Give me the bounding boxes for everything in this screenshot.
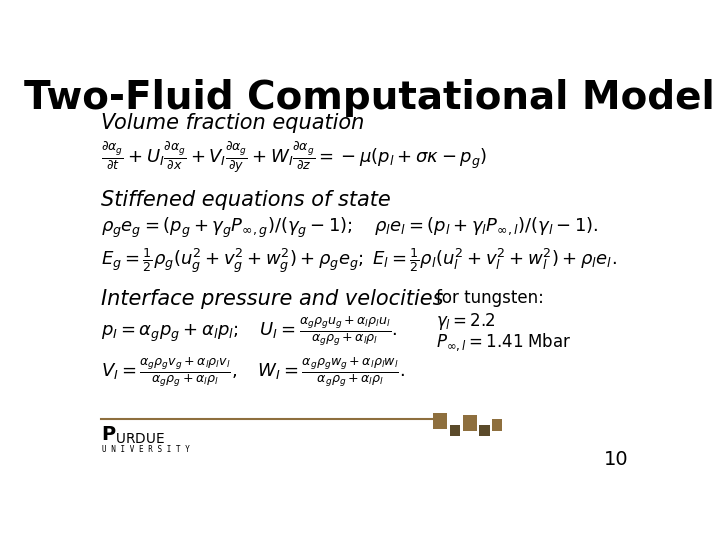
Text: for tungsten:: for tungsten: xyxy=(436,288,544,307)
Bar xyxy=(463,415,477,431)
Text: $p_I = \alpha_g p_g + \alpha_l p_l;\quad U_I = \frac{\alpha_g\rho_g u_g + \alpha: $p_I = \alpha_g p_g + \alpha_l p_l;\quad… xyxy=(101,314,397,348)
Text: Interface pressure and velocities: Interface pressure and velocities xyxy=(101,288,444,308)
Text: $V_I = \frac{\alpha_g\rho_g v_g + \alpha_l\rho_l v_l}{\alpha_g\rho_g + \alpha_l\: $V_I = \frac{\alpha_g\rho_g v_g + \alpha… xyxy=(101,355,405,389)
Bar xyxy=(450,426,460,436)
Text: $\frac{\partial\alpha_g}{\partial t} + U_I\frac{\partial\alpha_g}{\partial x} + : $\frac{\partial\alpha_g}{\partial t} + U… xyxy=(101,140,487,174)
Text: $\mathbf{P_{\sf{URDUE}}}$: $\mathbf{P_{\sf{URDUE}}}$ xyxy=(101,424,165,445)
Bar xyxy=(433,413,447,429)
Text: Volume fraction equation: Volume fraction equation xyxy=(101,113,364,133)
Bar xyxy=(480,426,490,436)
Text: $\rho_g e_g = (p_g + \gamma_g P_{\infty,g})/(\gamma_g - 1);\quad \rho_l e_l = (p: $\rho_g e_g = (p_g + \gamma_g P_{\infty,… xyxy=(101,215,599,240)
Text: Two-Fluid Computational Model: Two-Fluid Computational Model xyxy=(24,79,714,117)
Text: 10: 10 xyxy=(604,450,629,469)
Text: Stiffened equations of state: Stiffened equations of state xyxy=(101,190,391,210)
Text: $\gamma_l = 2.2$: $\gamma_l = 2.2$ xyxy=(436,311,496,332)
Text: $E_g = \frac{1}{2}\rho_g(u_g^2 + v_g^2 + w_g^2) + \rho_g e_g;\; E_l = \frac{1}{2: $E_g = \frac{1}{2}\rho_g(u_g^2 + v_g^2 +… xyxy=(101,246,617,275)
Text: U N I V E R S I T Y: U N I V E R S I T Y xyxy=(102,446,190,454)
Bar xyxy=(492,419,502,431)
Text: $P_{\infty,l} = 1.41\;\mathrm{Mbar}$: $P_{\infty,l} = 1.41\;\mathrm{Mbar}$ xyxy=(436,332,571,353)
